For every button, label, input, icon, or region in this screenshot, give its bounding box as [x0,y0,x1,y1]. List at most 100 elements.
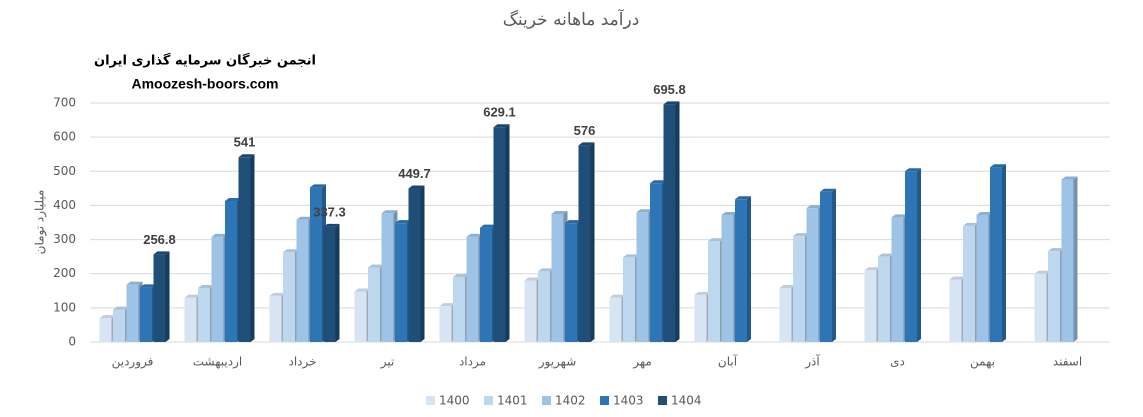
bar-side [250,154,255,342]
bar [609,297,622,342]
bar-side [1002,164,1006,342]
x-tick-label: فروردین [112,355,154,370]
bar [623,257,635,342]
bar-top [238,154,255,158]
bar [891,217,904,342]
bar [310,187,322,342]
bar [381,213,394,342]
bar [721,214,734,342]
bar-side [917,168,921,342]
legend-label: 1403 [613,394,644,408]
bar-top [269,292,286,296]
bar [225,200,237,342]
bar-top [793,233,809,237]
legend-label: 1404 [671,394,702,408]
x-tick-label: دی [890,355,905,369]
bar-top [721,211,738,215]
bar [820,191,832,342]
bar [963,225,975,342]
bar [466,236,479,342]
bar-top [650,180,666,184]
bar-top [990,164,1006,168]
data-label: 541 [234,135,256,150]
bar [551,213,564,342]
bar-top [381,210,398,214]
chart-title: درآمد ماهانه خرینگ [503,8,640,30]
x-tick-label: آذر [804,354,820,370]
bar [735,199,747,342]
bar-top [976,211,993,215]
bar [976,214,989,342]
legend-swatch [426,396,435,405]
bar [283,252,295,342]
x-tick-label: مرداد [459,355,486,370]
watermark: انجمن خبرگان سرمایه گذاری ایران [94,53,316,69]
bar [1061,179,1074,342]
bar-top [198,285,214,289]
bar-top [636,209,653,213]
data-label: 449.7 [398,166,431,181]
bar-top [694,291,711,295]
bar [565,223,577,342]
bar-side [335,223,340,342]
bar-top [480,224,496,228]
data-label: 576 [574,123,596,138]
y-tick-label: 100 [53,300,76,314]
bar [140,287,152,342]
bar [806,208,819,342]
x-tick-label: خرداد [288,355,316,370]
bar-top [905,168,921,172]
bar [636,212,649,342]
data-label: 337.3 [313,204,346,219]
bar [524,280,537,342]
bar-top [708,238,724,242]
bar [439,306,452,342]
bar-top [820,188,836,192]
x-tick-label: شهریور [538,355,577,370]
bar-side [505,124,510,343]
data-label: 695.8 [653,82,686,97]
bar-top [368,264,384,268]
y-tick-label: 500 [53,164,76,178]
bar-top [211,233,228,237]
bar [1048,251,1060,342]
bar [793,236,805,342]
bar-side [590,142,595,342]
bar-top [663,101,680,105]
bar [905,171,917,342]
legend-swatch [542,396,551,405]
bar [99,318,112,342]
bar [779,288,792,342]
bar-top [524,277,541,281]
bar-top [1034,270,1051,274]
bar-side [1073,176,1078,342]
x-tick-label: آبان [718,354,738,369]
legend-swatch [600,396,609,405]
bar [538,271,550,342]
y-tick-label: 300 [53,232,76,246]
bar-top [623,254,639,258]
legend-label: 1402 [555,394,586,408]
x-tick-label: مهر [632,355,652,370]
bar-top [310,184,326,188]
bar [198,288,210,342]
bar [354,291,367,342]
bar-top [1048,248,1064,252]
bar [650,183,662,342]
x-tick-label: اسفند [1053,355,1082,369]
bar [949,279,962,342]
bar [184,297,197,342]
bar [296,219,309,342]
bar-top [891,214,908,218]
bar [153,254,166,342]
bar-top [466,233,483,237]
bar-top [538,268,554,272]
bar [493,127,506,343]
bar [126,284,139,342]
y-tick-label: 200 [53,266,76,280]
bar [323,226,336,342]
bar-side [675,101,680,343]
bar-top [779,285,796,289]
bar [113,309,125,342]
y-tick-label: 0 [68,335,76,349]
